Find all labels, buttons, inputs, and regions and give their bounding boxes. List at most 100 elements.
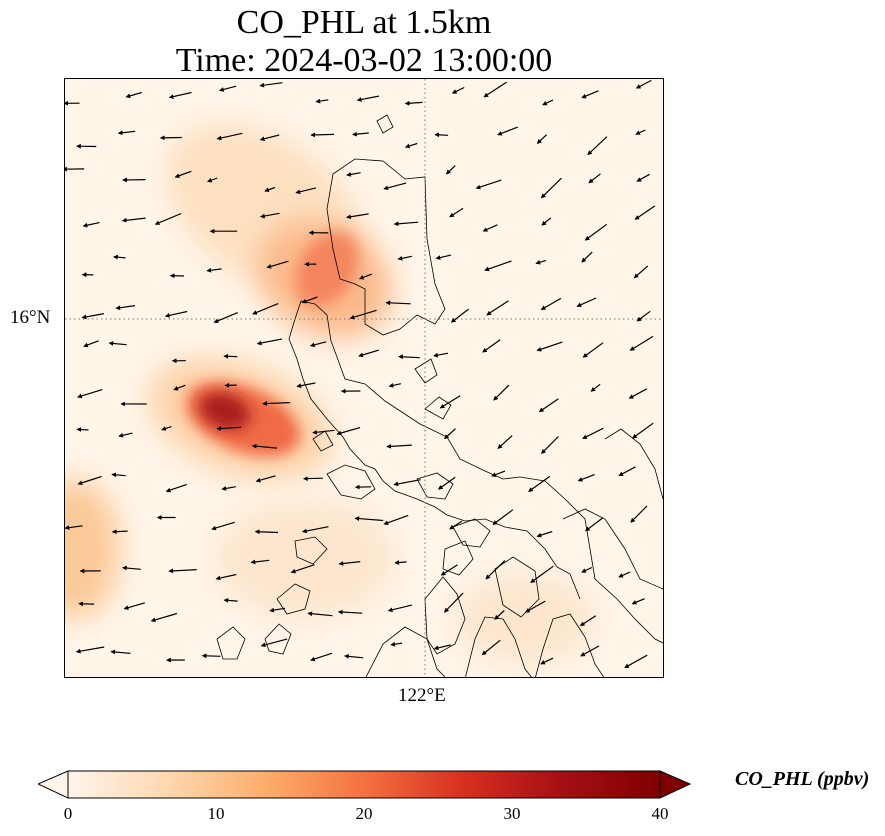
wind-arrow <box>115 305 136 311</box>
wind-arrow <box>295 187 317 195</box>
wind-arrow <box>256 338 283 346</box>
wind-arrow <box>632 422 654 439</box>
wind-arrow <box>352 131 369 137</box>
wind-arrow <box>585 517 603 532</box>
wind-arrow <box>536 530 553 538</box>
wind-arrow <box>628 388 648 399</box>
wind-arrow <box>260 638 288 648</box>
wind-arrow <box>251 443 278 449</box>
colorbar-tick-30: 30 <box>503 804 521 823</box>
wind-arrow <box>65 525 83 530</box>
wind-arrow <box>630 505 648 523</box>
wind-arrow <box>530 565 554 583</box>
plot-title-line1: CO_PHL at 1.5km <box>236 4 492 41</box>
wind-arrow <box>494 610 505 620</box>
wind-arrow <box>215 573 237 581</box>
colorbar-tick-0: 0 <box>63 804 73 823</box>
wind-arrow <box>117 130 136 136</box>
wind-arrow <box>577 474 595 482</box>
wind-arrow <box>259 134 280 142</box>
wind-arrow <box>497 435 513 449</box>
wind-arrow <box>161 426 172 431</box>
wind-arrow <box>579 615 597 627</box>
wind-arrow <box>482 339 501 353</box>
wind-arrow <box>528 475 551 492</box>
wind-arrow <box>150 612 178 623</box>
wind-arrow <box>631 598 645 605</box>
wind-arrow <box>75 646 105 654</box>
wind-arrow <box>443 428 456 440</box>
wind-arrow <box>259 212 280 219</box>
wind-arrow <box>541 436 559 454</box>
wind-arrow <box>110 649 131 655</box>
wind-arrow <box>123 602 146 610</box>
wind-arrow <box>76 389 103 399</box>
wind-arrow <box>443 592 464 613</box>
wind-arrow <box>524 600 546 613</box>
map-canvas <box>65 79 663 677</box>
wind-arrow <box>76 427 89 432</box>
wind-arrow <box>482 224 498 232</box>
wind-arrow <box>536 341 563 352</box>
wind-arrow <box>315 98 329 104</box>
wind-arrow <box>343 653 364 659</box>
map-panel <box>64 78 664 678</box>
wind-arrow <box>337 609 363 615</box>
wind-arrow <box>393 221 419 227</box>
wind-arrow <box>154 212 182 225</box>
wind-arrow <box>388 383 402 388</box>
wind-arrow <box>433 644 451 651</box>
wind-arrow <box>404 142 418 149</box>
wind-arrow <box>451 86 465 94</box>
wind-arrow <box>312 429 335 435</box>
wind-arrow <box>168 568 197 574</box>
wind-arrow <box>77 475 102 486</box>
colorbar-tick-10: 10 <box>207 804 225 823</box>
wind-arrow <box>535 259 547 265</box>
wind-arrow <box>309 341 327 348</box>
wind-arrow <box>218 85 237 92</box>
wind-arrow <box>437 476 456 490</box>
wind-arrow <box>624 654 648 669</box>
wind-arrow <box>581 251 593 263</box>
wind-arrow <box>125 91 142 99</box>
wind-arrow <box>433 352 449 358</box>
wind-arrow <box>635 79 652 89</box>
wind-arrow <box>449 207 464 218</box>
wind-arrow <box>358 273 372 280</box>
wind-arrow <box>590 383 601 392</box>
wind-arrow <box>445 165 456 175</box>
wind-arrow <box>538 398 559 413</box>
wind-arrow <box>536 134 548 144</box>
wind-arrow <box>540 657 554 665</box>
wind-arrow <box>584 223 608 241</box>
wind-arrow <box>540 297 562 311</box>
wind-arrow <box>349 309 377 320</box>
latitude-tick-label: 16°N <box>10 307 51 328</box>
wind-arrow <box>164 310 188 318</box>
wind-arrow <box>541 217 552 226</box>
wind-arrow <box>82 222 100 228</box>
colorbar <box>36 768 693 802</box>
colorbar-label: CO_PHL (ppbv) <box>735 768 870 790</box>
wind-arrow <box>386 443 412 449</box>
gridlines <box>65 79 663 677</box>
wind-arrow <box>113 254 126 260</box>
wind-arrow <box>336 427 361 436</box>
wind-arrow <box>588 173 601 184</box>
wind-arrow <box>383 182 407 191</box>
wind-arrow <box>582 427 604 439</box>
wind-arrow <box>111 472 126 478</box>
wind-arrow <box>393 479 421 487</box>
wind-arrow <box>618 571 631 578</box>
wind-arrow <box>206 267 222 273</box>
wind-arrow <box>254 529 279 535</box>
wind-arrow <box>301 526 329 534</box>
wind-arrow <box>262 401 291 406</box>
wind-arrow <box>582 342 604 358</box>
wind-arrow <box>81 313 105 320</box>
wind-arrow <box>485 560 506 580</box>
wind-arrow <box>404 100 423 106</box>
wind-arrow <box>581 90 599 99</box>
longitude-tick-label: 122°E <box>398 685 446 706</box>
